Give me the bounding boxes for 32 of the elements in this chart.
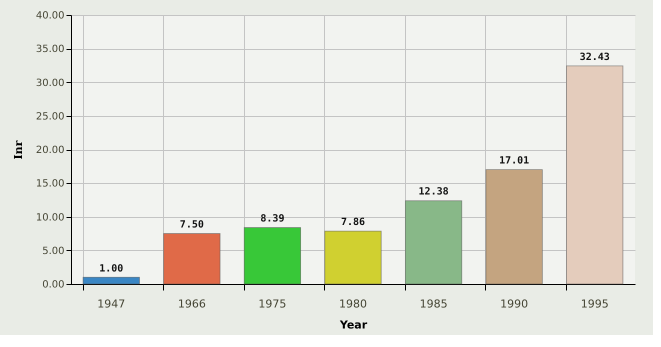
x-tick-label: 1995 bbox=[580, 298, 609, 310]
y-tick-label: 5.00 bbox=[42, 246, 64, 257]
x-tick-label: 1975 bbox=[258, 298, 286, 310]
data-label: 12.38 bbox=[418, 186, 449, 198]
y-tick-label: 0.00 bbox=[42, 280, 64, 290]
x-tick-label: 1990 bbox=[500, 298, 528, 310]
y-tick-label: 40.00 bbox=[36, 10, 64, 22]
data-label: 17.01 bbox=[499, 156, 530, 167]
data-label: 1.00 bbox=[99, 263, 124, 274]
x-tick-label: 1966 bbox=[178, 298, 206, 310]
x-tick-label: 1980 bbox=[339, 298, 367, 310]
bar bbox=[486, 169, 543, 284]
y-axis-title: Inr bbox=[12, 140, 25, 160]
bar bbox=[82, 276, 140, 284]
y-tick-label: 35.00 bbox=[36, 44, 64, 56]
y-tick-label: 30.00 bbox=[36, 78, 64, 89]
bar bbox=[244, 227, 302, 284]
x-tick-label: 1985 bbox=[420, 298, 448, 310]
data-label: 7.50 bbox=[180, 220, 204, 231]
y-tick-label: 20.00 bbox=[36, 145, 64, 156]
bar bbox=[163, 233, 220, 284]
x-tick-label: 1947 bbox=[97, 298, 126, 310]
x-axis-title: Year bbox=[338, 318, 368, 332]
bar bbox=[324, 230, 382, 284]
y-tick-label: 10.00 bbox=[36, 212, 64, 224]
bar bbox=[566, 66, 624, 284]
y-tick-label: 25.00 bbox=[36, 111, 64, 122]
data-label: 32.43 bbox=[580, 52, 610, 63]
bar bbox=[404, 200, 462, 284]
data-label: 7.86 bbox=[340, 217, 366, 228]
data-label: 8.39 bbox=[260, 214, 284, 225]
y-tick-label: 15.00 bbox=[36, 178, 64, 190]
